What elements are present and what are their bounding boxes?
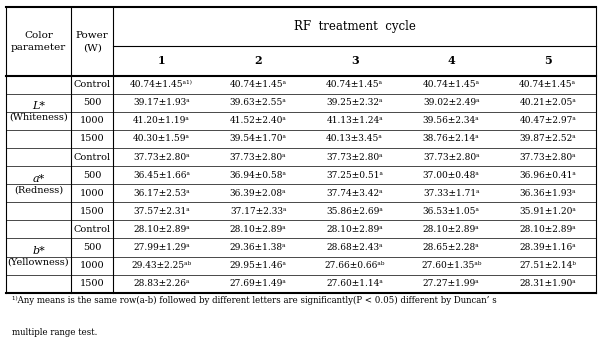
Text: 29.95±1.46ᵃ: 29.95±1.46ᵃ (230, 261, 287, 270)
Text: 28.65±2.28ᵃ: 28.65±2.28ᵃ (423, 243, 480, 252)
Text: 41.13±1.24ᵃ: 41.13±1.24ᵃ (326, 116, 383, 125)
Text: 28.10±2.89ᵃ: 28.10±2.89ᵃ (326, 225, 383, 234)
Text: 36.96±0.41ᵃ: 36.96±0.41ᵃ (520, 171, 576, 180)
Text: 27.66±0.66ᵃᵇ: 27.66±0.66ᵃᵇ (324, 261, 385, 270)
Text: 37.25±0.51ᵃ: 37.25±0.51ᵃ (326, 171, 383, 180)
Text: Control: Control (73, 152, 111, 162)
Text: 39.17±1.93ᵃ: 39.17±1.93ᵃ (133, 98, 190, 107)
Text: 36.36±1.93ᵃ: 36.36±1.93ᵃ (520, 189, 576, 198)
Text: 27.51±2.14ᵇ: 27.51±2.14ᵇ (519, 261, 576, 270)
Text: 28.31±1.90ᵃ: 28.31±1.90ᵃ (520, 279, 576, 288)
Text: 37.73±2.80ᵃ: 37.73±2.80ᵃ (230, 152, 287, 162)
Text: 40.74±1.45ᵃ: 40.74±1.45ᵃ (326, 80, 383, 89)
Text: 36.94±0.58ᵃ: 36.94±0.58ᵃ (230, 171, 287, 180)
Text: 40.74±1.45ᵃ¹⁾: 40.74±1.45ᵃ¹⁾ (130, 80, 193, 89)
Text: 40.74±1.45ᵃ: 40.74±1.45ᵃ (229, 80, 287, 89)
Text: a*: a* (33, 174, 45, 184)
Text: 39.63±2.55ᵃ: 39.63±2.55ᵃ (230, 98, 287, 107)
Text: 1000: 1000 (80, 189, 105, 198)
Text: 500: 500 (83, 171, 101, 180)
Text: 1500: 1500 (80, 207, 105, 216)
Text: 1500: 1500 (80, 135, 105, 144)
Text: 500: 500 (83, 243, 101, 252)
Text: 40.13±3.45ᵃ: 40.13±3.45ᵃ (326, 135, 383, 144)
Text: Control: Control (73, 225, 111, 234)
Text: 39.25±2.32ᵃ: 39.25±2.32ᵃ (326, 98, 383, 107)
Text: 27.60±1.35ᵃᵇ: 27.60±1.35ᵃᵇ (421, 261, 482, 270)
Text: 5: 5 (544, 55, 551, 66)
Text: ¹⁾Any means is the same row(a-b) followed by different letters are significantly: ¹⁾Any means is the same row(a-b) followe… (12, 296, 497, 305)
Text: RF  treatment  cycle: RF treatment cycle (294, 20, 415, 33)
Text: 28.10±2.89ᵃ: 28.10±2.89ᵃ (520, 225, 576, 234)
Text: 37.73±2.80ᵃ: 37.73±2.80ᵃ (326, 152, 383, 162)
Text: 37.74±3.42ᵃ: 37.74±3.42ᵃ (326, 189, 383, 198)
Text: 37.17±2.33ᵃ: 37.17±2.33ᵃ (230, 207, 287, 216)
Text: 2: 2 (255, 55, 262, 66)
Text: 40.47±2.97ᵃ: 40.47±2.97ᵃ (520, 116, 576, 125)
Text: (Yellowness): (Yellowness) (8, 257, 69, 266)
Text: 28.39±1.16ᵃ: 28.39±1.16ᵃ (520, 243, 576, 252)
Text: 35.86±2.69ᵃ: 35.86±2.69ᵃ (326, 207, 383, 216)
Text: 28.10±2.89ᵃ: 28.10±2.89ᵃ (423, 225, 480, 234)
Text: 37.33±1.71ᵃ: 37.33±1.71ᵃ (423, 189, 480, 198)
Text: L*: L* (32, 101, 45, 111)
Text: 39.87±2.52ᵃ: 39.87±2.52ᵃ (520, 135, 576, 144)
Text: 40.74±1.45ᵃ: 40.74±1.45ᵃ (519, 80, 576, 89)
Text: 40.30±1.59ᵃ: 40.30±1.59ᵃ (133, 135, 190, 144)
Text: multiple range test.: multiple range test. (12, 328, 98, 337)
Text: 41.52±2.40ᵃ: 41.52±2.40ᵃ (230, 116, 287, 125)
Text: 36.17±2.53ᵃ: 36.17±2.53ᵃ (133, 189, 190, 198)
Text: 1: 1 (158, 55, 166, 66)
Text: 28.83±2.26ᵃ: 28.83±2.26ᵃ (134, 279, 190, 288)
Text: 1000: 1000 (80, 261, 105, 270)
Text: Power
(W): Power (W) (76, 31, 108, 52)
Text: 28.10±2.89ᵃ: 28.10±2.89ᵃ (230, 225, 287, 234)
Text: 40.74±1.45ᵃ: 40.74±1.45ᵃ (423, 80, 480, 89)
Text: (Whiteness): (Whiteness) (9, 113, 68, 122)
Text: 27.60±1.14ᵃ: 27.60±1.14ᵃ (326, 279, 383, 288)
Text: 39.56±2.34ᵃ: 39.56±2.34ᵃ (423, 116, 480, 125)
Text: 37.73±2.80ᵃ: 37.73±2.80ᵃ (133, 152, 190, 162)
Text: 29.36±1.38ᵃ: 29.36±1.38ᵃ (230, 243, 287, 252)
Text: 28.68±2.43ᵃ: 28.68±2.43ᵃ (326, 243, 383, 252)
Text: 27.27±1.99ᵃ: 27.27±1.99ᵃ (423, 279, 480, 288)
Text: 37.57±2.31ᵃ: 37.57±2.31ᵃ (133, 207, 190, 216)
Text: 29.43±2.25ᵃᵇ: 29.43±2.25ᵃᵇ (131, 261, 192, 270)
Text: 28.10±2.89ᵃ: 28.10±2.89ᵃ (133, 225, 190, 234)
Text: 36.53±1.05ᵃ: 36.53±1.05ᵃ (423, 207, 480, 216)
Text: b*: b* (32, 246, 45, 256)
Text: 4: 4 (447, 55, 455, 66)
Text: (Redness): (Redness) (14, 185, 63, 194)
Text: 27.69±1.49ᵃ: 27.69±1.49ᵃ (230, 279, 287, 288)
Text: 37.73±2.80ᵃ: 37.73±2.80ᵃ (520, 152, 576, 162)
Text: 40.21±2.05ᵃ: 40.21±2.05ᵃ (520, 98, 576, 107)
Text: 1500: 1500 (80, 279, 105, 288)
Text: 41.20±1.19ᵃ: 41.20±1.19ᵃ (133, 116, 190, 125)
Text: 37.00±0.48ᵃ: 37.00±0.48ᵃ (423, 171, 480, 180)
Text: 39.02±2.49ᵃ: 39.02±2.49ᵃ (423, 98, 480, 107)
Text: 36.45±1.66ᵃ: 36.45±1.66ᵃ (133, 171, 190, 180)
Text: 37.73±2.80ᵃ: 37.73±2.80ᵃ (423, 152, 480, 162)
Text: Control: Control (73, 80, 111, 89)
Text: 27.99±1.29ᵃ: 27.99±1.29ᵃ (133, 243, 190, 252)
Text: 3: 3 (351, 55, 359, 66)
Text: 35.91±1.20ᵃ: 35.91±1.20ᵃ (520, 207, 576, 216)
Text: Color
parameter: Color parameter (11, 31, 66, 52)
Text: 38.76±2.14ᵃ: 38.76±2.14ᵃ (423, 135, 480, 144)
Text: 500: 500 (83, 98, 101, 107)
Text: 39.54±1.70ᵃ: 39.54±1.70ᵃ (230, 135, 287, 144)
Text: 1000: 1000 (80, 116, 105, 125)
Text: 36.39±2.08ᵃ: 36.39±2.08ᵃ (230, 189, 287, 198)
